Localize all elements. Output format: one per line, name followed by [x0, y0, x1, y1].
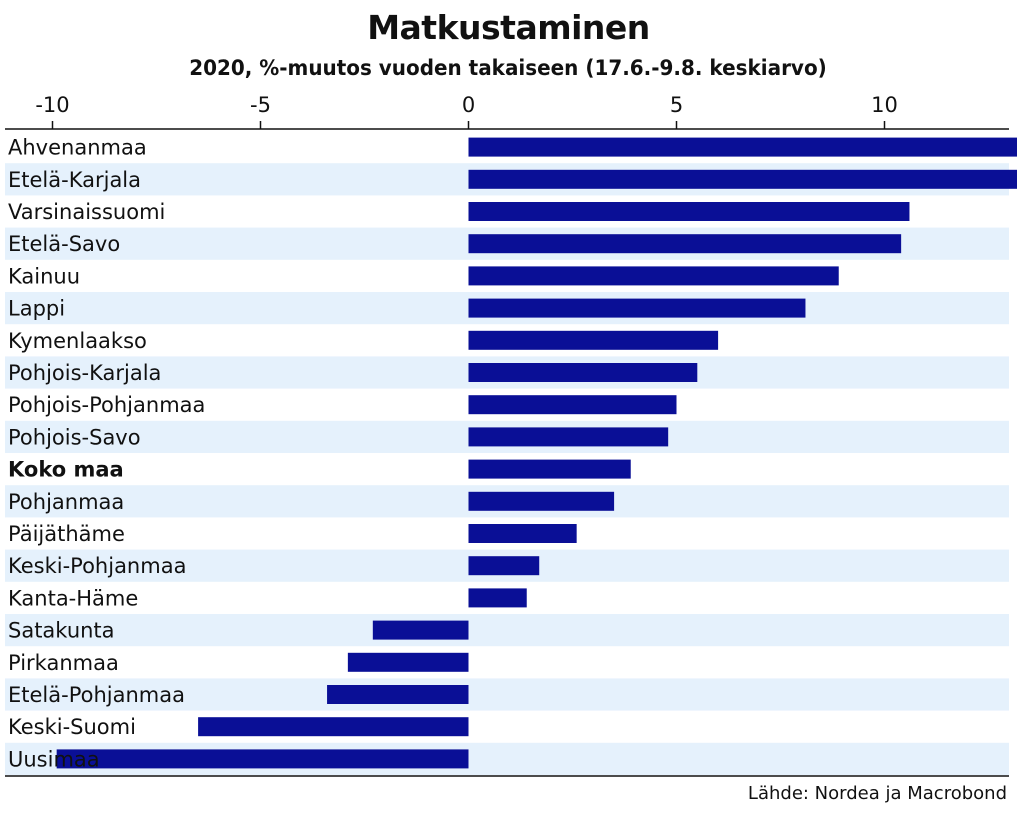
bar	[468, 363, 698, 382]
bar	[347, 652, 469, 672]
bar	[468, 556, 540, 576]
category-label: Satakunta	[8, 619, 115, 643]
bar	[468, 395, 677, 415]
bar	[468, 330, 719, 350]
row-stripe	[5, 678, 1009, 711]
bar	[468, 266, 839, 286]
category-label: Etelä-Pohjanmaa	[8, 683, 185, 707]
category-label: Keski-Pohjanmaa	[8, 554, 186, 578]
x-tick-label: 0	[462, 93, 475, 117]
chart-subtitle: 2020, %-muutos vuoden takaiseen (17.6.-9…	[189, 56, 827, 80]
category-label: Kanta-Häme	[8, 586, 138, 610]
bar	[327, 685, 469, 704]
category-label: Etelä-Savo	[8, 232, 120, 256]
category-label: Uusimaa	[8, 747, 100, 771]
category-label: Kymenlaakso	[8, 329, 147, 353]
bar	[198, 717, 469, 737]
category-label: Etelä-Karjala	[8, 168, 141, 192]
category-label: Kainuu	[8, 264, 80, 288]
bar	[468, 298, 806, 318]
bar	[468, 524, 577, 543]
bar	[56, 749, 469, 769]
bar	[468, 588, 527, 608]
category-label: Pohjois-Savo	[8, 425, 141, 449]
bar	[468, 234, 902, 254]
category-label: Lappi	[8, 297, 65, 321]
category-label: Pohjois-Pohjanmaa	[8, 393, 205, 417]
category-label: Pohjanmaa	[8, 490, 124, 514]
bar	[468, 169, 1017, 189]
x-tick-label: 5	[670, 93, 683, 117]
category-label: Koko maa	[8, 458, 124, 482]
category-label: Keski-Suomi	[8, 715, 136, 739]
bar	[372, 620, 469, 640]
bar	[468, 491, 615, 511]
bar	[468, 459, 631, 479]
category-label: Ahvenanmaa	[8, 136, 147, 160]
category-label: Pohjois-Karjala	[8, 361, 161, 385]
chart-title: Matkustaminen	[367, 8, 650, 47]
bar	[468, 202, 910, 221]
bar	[468, 427, 669, 447]
bar	[468, 137, 1017, 157]
source-note: Lähde: Nordea ja Macrobond	[747, 783, 1007, 804]
category-label: Päijäthäme	[8, 522, 125, 546]
x-tick-label: -10	[35, 93, 69, 117]
x-tick-label: 10	[871, 93, 898, 117]
category-label: Pirkanmaa	[8, 651, 119, 675]
x-tick-label: -5	[250, 93, 271, 117]
category-label: Varsinaissuomi	[8, 200, 165, 224]
row-stripe	[5, 614, 1009, 647]
